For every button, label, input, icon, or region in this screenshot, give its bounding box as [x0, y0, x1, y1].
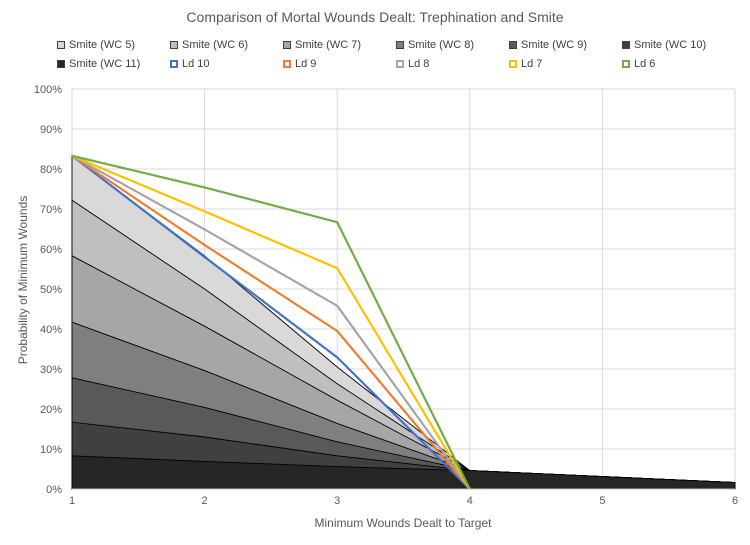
x-tick-label: 2	[202, 495, 208, 507]
legend-swatch	[170, 40, 178, 49]
legend-label: Ld 6	[634, 57, 656, 70]
line-ld-10	[71, 154, 471, 490]
legend-label: Ld 10	[182, 57, 210, 70]
line-ld-6	[71, 154, 471, 490]
y-tick-label: 90%	[40, 124, 62, 136]
y-tick-label: 40%	[40, 324, 62, 336]
legend-label: Smite (WC 6)	[182, 38, 248, 51]
line-ld-8	[71, 154, 471, 490]
legend-label: Smite (WC 10)	[634, 38, 707, 51]
legend-label: Smite (WC 7)	[295, 38, 361, 51]
legend-item: Smite (WC 7)	[283, 39, 396, 51]
legend-swatch	[396, 40, 404, 49]
legend-swatch	[396, 59, 404, 68]
legend-label: Smite (WC 11)	[69, 57, 141, 70]
legend-item: Ld 10	[170, 58, 283, 70]
legend-swatch	[170, 59, 178, 68]
legend-swatch	[283, 40, 291, 49]
y-tick-label: 0%	[46, 484, 62, 496]
x-tick-label: 5	[599, 495, 605, 507]
legend-label: Smite (WC 5)	[69, 38, 135, 51]
legend-swatch	[283, 59, 291, 68]
y-tick-label: 70%	[40, 204, 62, 216]
y-tick-label: 80%	[40, 164, 62, 176]
y-tick-label: 100%	[34, 84, 62, 96]
legend-row: Smite (WC 11) Ld 10 Ld 9 Ld 8 Ld 7 Ld 6	[57, 54, 747, 73]
x-tick-label: 6	[732, 495, 738, 507]
legend-swatch	[622, 40, 630, 49]
y-tick-label: 50%	[40, 284, 62, 296]
legend-item: Ld 8	[396, 58, 509, 70]
legend-row: Smite (WC 5) Smite (WC 6) Smite (WC 7) Smit…	[57, 35, 747, 54]
x-axis-title: Minimum Wounds Dealt to Target	[314, 516, 492, 530]
y-tick-label: 10%	[40, 444, 62, 456]
x-tick-label: 4	[467, 495, 473, 507]
legend-item: Ld 9	[283, 58, 396, 70]
legend-swatch	[57, 40, 65, 49]
chart-title: Comparison of Mortal Wounds Dealt: Treph…	[186, 9, 564, 25]
area-smite-wc-11	[71, 455, 736, 490]
legend-swatch	[57, 59, 65, 68]
x-tick-label: 1	[69, 495, 75, 507]
line-ld-9	[71, 154, 471, 490]
legend-item: Smite (WC 8)	[396, 39, 509, 51]
legend-swatch	[509, 40, 517, 49]
y-tick-label: 30%	[40, 364, 62, 376]
y-tick-label: 20%	[40, 404, 62, 416]
legend-item: Ld 7	[509, 58, 622, 70]
line-ld-7	[71, 154, 471, 490]
legend-swatch	[622, 59, 630, 68]
legend-label: Smite (WC 8)	[408, 38, 474, 51]
legend-item: Smite (WC 11)	[57, 58, 170, 70]
x-tick-label: 3	[334, 495, 340, 507]
legend-item: Smite (WC 6)	[170, 39, 283, 51]
legend-swatch	[509, 59, 517, 68]
y-tick-label: 60%	[40, 244, 62, 256]
legend-label: Ld 7	[521, 57, 543, 70]
legend-item: Smite (WC 9)	[509, 39, 622, 51]
legend: Smite (WC 5) Smite (WC 6) Smite (WC 7) Smit…	[57, 35, 747, 73]
legend-item: Ld 6	[622, 58, 735, 70]
legend-label: Smite (WC 9)	[521, 38, 587, 51]
legend-item: Smite (WC 5)	[57, 39, 170, 51]
legend-item: Smite (WC 10)	[622, 39, 735, 51]
legend-label: Ld 9	[295, 57, 317, 70]
legend-label: Ld 8	[408, 57, 430, 70]
